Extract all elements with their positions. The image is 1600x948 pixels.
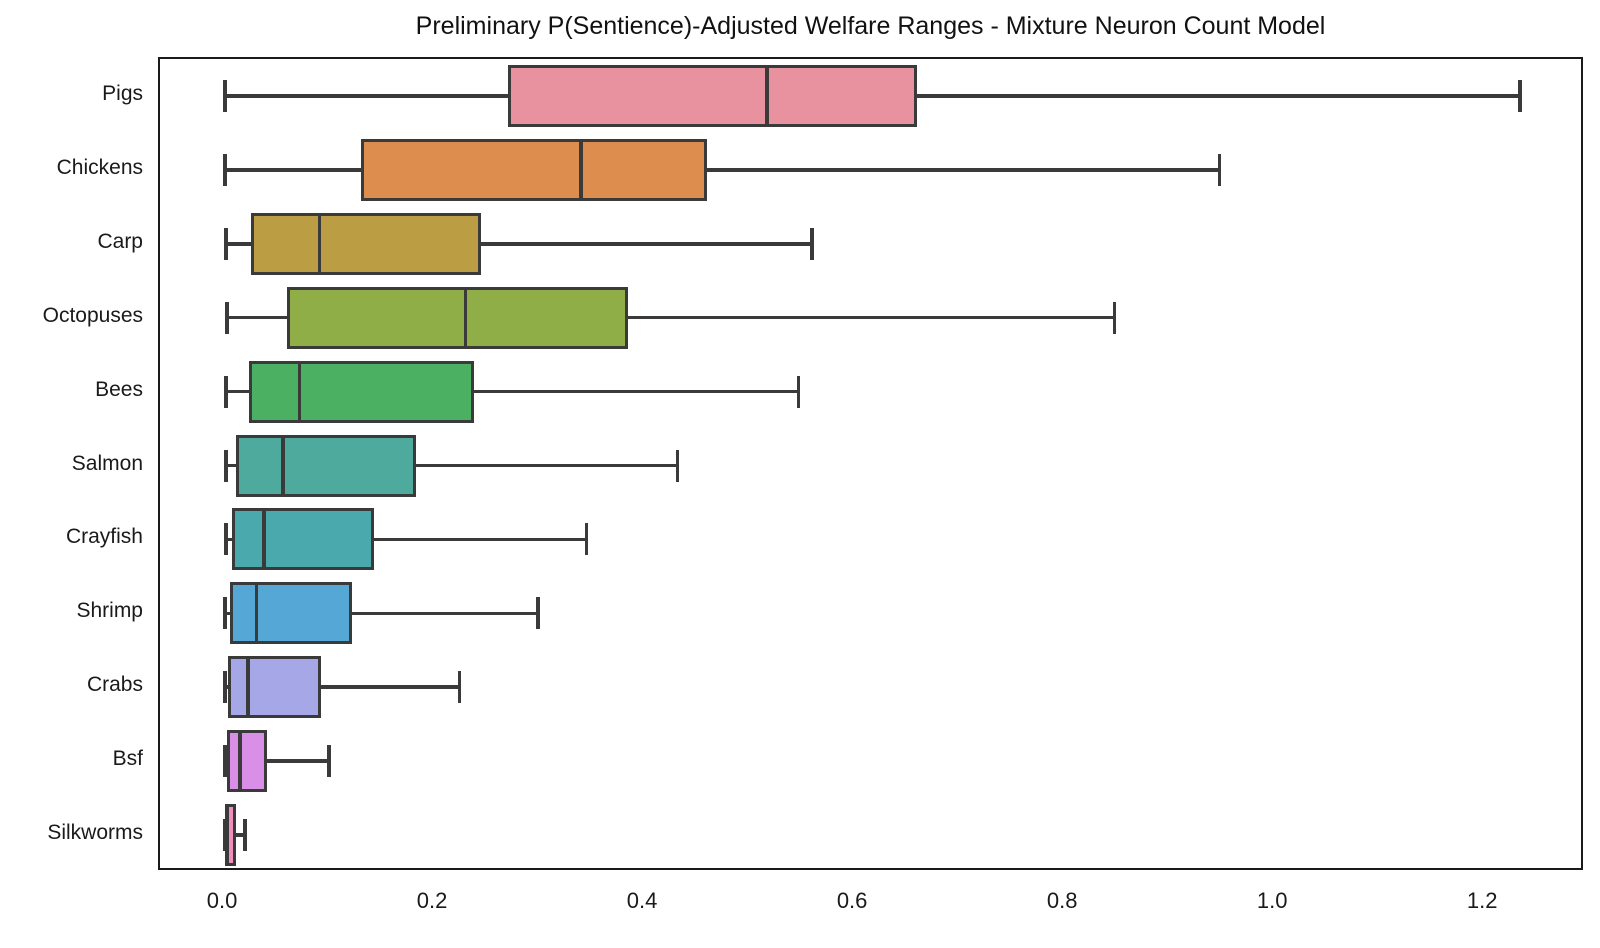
whisker-line-bsf <box>225 759 330 763</box>
whisker-cap-low-silkworms <box>222 819 227 852</box>
whisker-line-shrimp <box>225 611 539 616</box>
whisker-cap-low-salmon <box>224 449 228 482</box>
whisker-cap-high-crabs <box>457 671 462 704</box>
whisker-cap-high-bsf <box>327 745 331 778</box>
box-crayfish <box>232 508 375 571</box>
y-axis-label-carp: Carp <box>97 229 143 253</box>
median-line-bees <box>297 363 302 420</box>
box-carp <box>251 212 482 275</box>
whisker-line-octopuses <box>227 315 1115 320</box>
y-axis-label-bees: Bees <box>95 377 143 401</box>
whisker-line-crabs <box>225 685 460 689</box>
whisker-cap-low-octopuses <box>225 301 229 334</box>
median-line-shrimp <box>254 585 259 642</box>
box-pigs <box>507 64 918 127</box>
whisker-cap-low-bsf <box>223 745 227 778</box>
x-tick-label-0.6: 0.6 <box>836 888 868 913</box>
box-bees <box>249 360 474 423</box>
whisker-cap-high-carp <box>810 227 814 260</box>
whisker-cap-high-bees <box>796 375 801 408</box>
whisker-cap-high-salmon <box>675 449 680 482</box>
whisker-cap-high-silkworms <box>243 819 247 852</box>
box-chickens <box>360 138 708 201</box>
x-tick-label-0.4: 0.4 <box>626 888 658 913</box>
plot-area <box>158 57 1583 870</box>
y-axis-label-crayfish: Crayfish <box>65 525 143 549</box>
whisker-cap-low-pigs <box>223 79 227 112</box>
y-axis-label-octopuses: Octopuses <box>42 303 143 327</box>
box-crabs <box>228 656 321 719</box>
box-octopuses <box>287 286 629 349</box>
box-shrimp <box>230 582 353 645</box>
median-line-octopuses <box>463 289 468 346</box>
whisker-line-carp <box>226 242 813 246</box>
y-axis-label-salmon: Salmon <box>71 451 143 475</box>
whisker-cap-high-chickens <box>1217 153 1222 186</box>
y-axis-label-bsf: Bsf <box>112 747 143 771</box>
whisker-line-salmon <box>226 463 678 468</box>
whisker-cap-low-bees <box>224 375 228 408</box>
whisker-cap-low-carp <box>224 227 228 260</box>
box-salmon <box>235 434 417 497</box>
x-tick-label-0.8: 0.8 <box>1046 888 1078 913</box>
x-tick-label-1.2: 1.2 <box>1466 888 1498 913</box>
y-axis-label-pigs: Pigs <box>102 81 143 105</box>
median-line-pigs <box>765 67 769 124</box>
whisker-line-bees <box>226 389 799 394</box>
median-line-carp <box>317 215 322 272</box>
whisker-cap-low-crayfish <box>224 523 228 556</box>
chart-title: Preliminary P(Sentience)-Adjusted Welfar… <box>415 12 1326 40</box>
whisker-line-chickens <box>225 168 1220 172</box>
x-tick-label-0.2: 0.2 <box>416 888 448 913</box>
whisker-cap-low-shrimp <box>223 597 227 630</box>
x-tick-label-0.0: 0.0 <box>206 888 238 913</box>
whisker-cap-high-pigs <box>1518 79 1522 112</box>
whisker-cap-high-crayfish <box>584 523 589 556</box>
y-axis-label-chickens: Chickens <box>56 155 143 179</box>
y-axis-label-shrimp: Shrimp <box>76 599 143 623</box>
box-bsf <box>227 730 268 793</box>
median-line-silkworms <box>225 807 229 864</box>
median-line-salmon <box>281 437 285 494</box>
median-line-crayfish <box>262 511 266 568</box>
whisker-cap-high-shrimp <box>536 597 540 630</box>
whisker-line-crayfish <box>226 537 587 542</box>
y-axis-label-silkworms: Silkworms <box>47 821 143 845</box>
y-axis-label-crabs: Crabs <box>86 673 143 697</box>
median-line-bsf <box>238 733 242 790</box>
whisker-cap-low-crabs <box>223 671 227 704</box>
whisker-cap-high-octopuses <box>1112 301 1117 334</box>
median-line-chickens <box>579 141 583 198</box>
x-tick-label-1.0: 1.0 <box>1256 888 1288 913</box>
median-line-crabs <box>246 659 250 716</box>
whisker-cap-low-chickens <box>223 153 227 186</box>
